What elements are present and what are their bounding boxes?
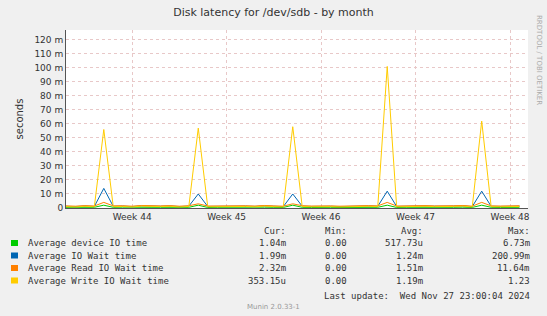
svg-text:Week 44: Week 44 bbox=[113, 212, 152, 222]
svg-text:Min:: Min: bbox=[325, 226, 347, 236]
svg-text:517.73u: 517.73u bbox=[385, 238, 423, 248]
svg-text:60 m: 60 m bbox=[40, 119, 63, 129]
svg-text:50 m: 50 m bbox=[40, 133, 63, 143]
svg-text:120 m: 120 m bbox=[34, 35, 63, 45]
svg-text:2.32m: 2.32m bbox=[259, 263, 286, 273]
svg-text:20 m: 20 m bbox=[40, 175, 63, 185]
svg-text:1.24m: 1.24m bbox=[396, 251, 423, 261]
svg-text:1.04m: 1.04m bbox=[259, 238, 286, 248]
svg-text:353.15u: 353.15u bbox=[248, 276, 286, 286]
svg-text:10 m: 10 m bbox=[40, 189, 63, 199]
svg-text:RRDTOOL / TOBI OETIKER: RRDTOOL / TOBI OETIKER bbox=[535, 15, 543, 105]
svg-text:Disk latency for /dev/sdb - by: Disk latency for /dev/sdb - by month bbox=[173, 6, 374, 19]
svg-text:200.99m: 200.99m bbox=[492, 251, 530, 261]
svg-text:Week 48: Week 48 bbox=[491, 212, 530, 222]
svg-text:1.19m: 1.19m bbox=[396, 276, 423, 286]
svg-text:0.00: 0.00 bbox=[325, 238, 347, 248]
svg-text:0.00: 0.00 bbox=[325, 276, 347, 286]
svg-text:1.23: 1.23 bbox=[508, 276, 530, 286]
svg-text:Cur:: Cur: bbox=[264, 226, 286, 236]
svg-text:Week 46: Week 46 bbox=[302, 212, 341, 222]
svg-text:seconds: seconds bbox=[14, 99, 25, 140]
svg-text:30 m: 30 m bbox=[40, 161, 63, 171]
svg-text:1.51m: 1.51m bbox=[396, 263, 423, 273]
svg-text:110 m: 110 m bbox=[34, 49, 63, 59]
svg-text:Avg:: Avg: bbox=[401, 226, 423, 236]
svg-text:Average Read IO Wait time: Average Read IO Wait time bbox=[28, 263, 163, 273]
svg-text:Munin 2.0.33-1: Munin 2.0.33-1 bbox=[247, 303, 300, 311]
svg-text:Last update: Wed Nov 27 23:00: Last update: Wed Nov 27 23:00:04 2024 bbox=[324, 291, 530, 301]
svg-text:1.99m: 1.99m bbox=[259, 251, 286, 261]
svg-text:70 m: 70 m bbox=[40, 105, 63, 115]
svg-text:0.00: 0.00 bbox=[325, 263, 347, 273]
svg-text:0: 0 bbox=[57, 203, 63, 213]
svg-text:Week 45: Week 45 bbox=[207, 212, 246, 222]
svg-text:Max:: Max: bbox=[508, 226, 530, 236]
svg-text:Average IO Wait time: Average IO Wait time bbox=[28, 251, 136, 261]
svg-text:90 m: 90 m bbox=[40, 77, 63, 87]
svg-text:Average device IO time: Average device IO time bbox=[28, 238, 147, 248]
svg-text:Average Write IO Wait time: Average Write IO Wait time bbox=[28, 276, 169, 286]
svg-text:80 m: 80 m bbox=[40, 91, 63, 101]
svg-text:Week 47: Week 47 bbox=[396, 212, 435, 222]
svg-text:40 m: 40 m bbox=[40, 147, 63, 157]
svg-text:0.00: 0.00 bbox=[325, 251, 347, 261]
svg-text:6.73m: 6.73m bbox=[503, 238, 530, 248]
svg-text:100 m: 100 m bbox=[34, 63, 63, 73]
svg-text:11.64m: 11.64m bbox=[497, 263, 530, 273]
